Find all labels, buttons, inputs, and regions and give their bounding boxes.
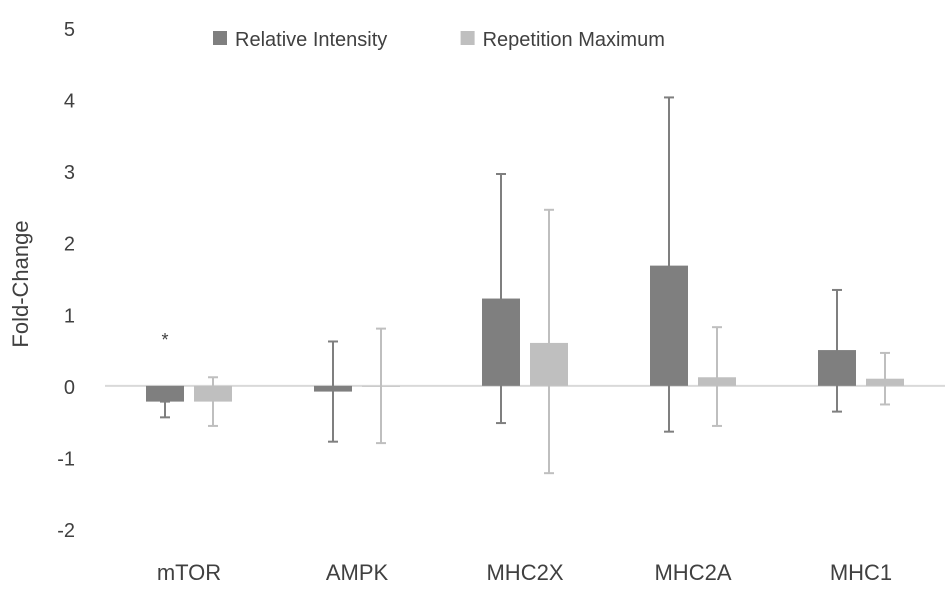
x-tick-label: mTOR xyxy=(157,560,221,585)
x-tick-label: AMPK xyxy=(326,560,389,585)
bars xyxy=(146,265,904,402)
x-tick-label: MHC1 xyxy=(830,560,892,585)
y-tick-label: -1 xyxy=(57,448,75,470)
y-tick-label: 5 xyxy=(64,19,75,41)
y-tick-label: 2 xyxy=(64,234,75,256)
legend: Relative Intensity Repetition Maximum xyxy=(213,29,665,51)
error-bars xyxy=(160,96,890,475)
y-tick-label: -2 xyxy=(57,520,75,542)
axes: -2 -1 0 1 2 3 4 5 mTOR AMPK MHC2X MHC2A MHC1 xyxy=(57,19,945,585)
significance-marker: * xyxy=(161,330,168,350)
legend-label: Relative Intensity xyxy=(235,29,387,51)
y-tick-label: 0 xyxy=(64,377,75,399)
x-tick-label: MHC2A xyxy=(654,560,731,585)
y-tick-label: 1 xyxy=(64,305,75,327)
bar xyxy=(146,385,184,402)
y-tick-label: 3 xyxy=(64,162,75,184)
x-tick-label: MHC2X xyxy=(486,560,563,585)
legend-swatch xyxy=(460,31,475,45)
y-axis-title: Fold-Change xyxy=(8,220,33,347)
y-tick-label: 4 xyxy=(64,91,75,113)
legend-swatch xyxy=(213,31,227,45)
annotations: * xyxy=(161,330,168,350)
legend-label: Repetition Maximum xyxy=(483,29,665,51)
